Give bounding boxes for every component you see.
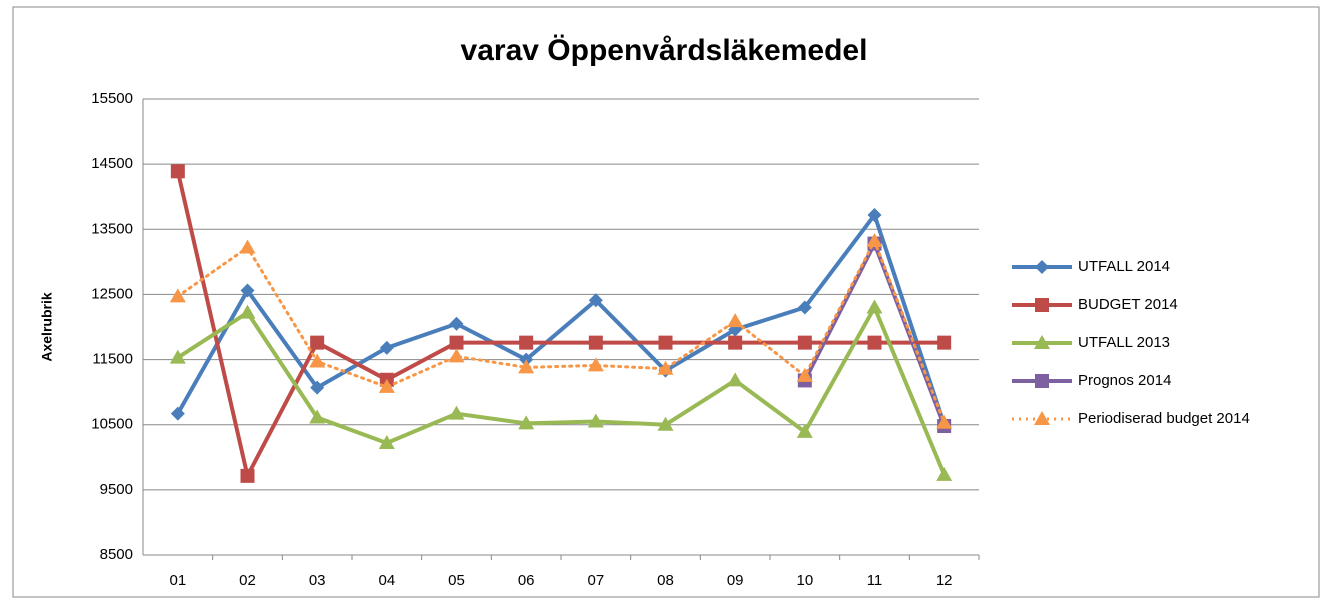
marker: [309, 409, 326, 424]
x-tick-label: 10: [796, 572, 813, 589]
marker: [867, 335, 882, 350]
marker: [448, 348, 465, 363]
marker: [240, 468, 255, 483]
x-tick-label: 03: [309, 572, 326, 589]
marker: [449, 335, 464, 350]
legend-label: Periodiserad budget 2014: [1078, 410, 1250, 427]
legend-label: UTFALL 2014: [1078, 258, 1170, 275]
marker: [867, 207, 882, 222]
legend-label: UTFALL 2013: [1078, 334, 1170, 351]
legend-label: BUDGET 2014: [1078, 296, 1178, 313]
series-line: [175, 210, 947, 427]
x-tick-label: 08: [657, 572, 674, 589]
marker: [797, 300, 812, 315]
marker: [796, 367, 813, 382]
marker: [727, 313, 744, 328]
marker: [937, 335, 952, 350]
y-axis-label: Axelrubrik: [39, 292, 55, 361]
marker: [728, 335, 743, 350]
x-tick-label: 04: [378, 572, 395, 589]
marker: [239, 304, 256, 319]
marker: [657, 416, 674, 431]
x-tick-label: 02: [239, 572, 256, 589]
x-tick-label: 12: [936, 572, 953, 589]
marker: [588, 335, 603, 350]
chart-border: [12, 6, 1320, 598]
marker: [378, 378, 395, 393]
marker: [936, 414, 953, 429]
marker: [518, 359, 535, 374]
y-tick-label: 12500: [91, 285, 133, 302]
marker: [797, 335, 812, 350]
marker: [936, 466, 953, 481]
legend-marker: [1035, 260, 1049, 274]
marker: [587, 413, 604, 428]
series-line: [175, 169, 947, 482]
marker: [310, 335, 325, 350]
marker: [169, 288, 186, 303]
marker: [866, 233, 883, 248]
y-tick-label: 10500: [91, 416, 133, 433]
legend-label: Prognos 2014: [1078, 372, 1171, 389]
legend-marker: [1035, 298, 1049, 312]
marker: [658, 335, 673, 350]
y-tick-label: 11500: [92, 351, 133, 368]
legend-marker: [1035, 374, 1049, 388]
marker: [170, 164, 185, 179]
marker: [587, 357, 604, 372]
x-tick-label: 07: [587, 572, 604, 589]
y-tick-label: 8500: [100, 546, 133, 563]
marker: [170, 406, 185, 421]
marker: [169, 349, 186, 364]
y-tick-label: 13500: [91, 220, 133, 237]
marker: [518, 415, 535, 430]
chart-title: varav Öppenvårdsläkemedel: [461, 34, 868, 67]
marker: [796, 423, 813, 438]
marker: [379, 340, 394, 355]
marker: [310, 380, 325, 395]
series-line: [175, 302, 947, 477]
marker: [519, 335, 534, 350]
marker: [240, 283, 255, 298]
legend-marker: [1034, 411, 1050, 425]
series-line: [176, 237, 946, 425]
y-tick-label: 14500: [91, 155, 133, 172]
marker: [727, 372, 744, 387]
legend-marker: [1034, 335, 1050, 349]
y-tick-label: 9500: [100, 481, 133, 498]
marker: [378, 434, 395, 449]
marker: [448, 405, 465, 420]
x-tick-label: 01: [169, 572, 186, 589]
marker: [866, 299, 883, 314]
y-tick-label: 15500: [91, 90, 133, 107]
x-tick-label: 11: [867, 572, 883, 589]
marker: [239, 239, 256, 254]
marker: [449, 316, 464, 331]
x-tick-label: 05: [448, 572, 465, 589]
marker: [309, 353, 326, 368]
x-tick-label: 09: [727, 572, 744, 589]
marker: [657, 360, 674, 375]
marker: [588, 293, 603, 308]
x-tick-label: 06: [518, 572, 535, 589]
